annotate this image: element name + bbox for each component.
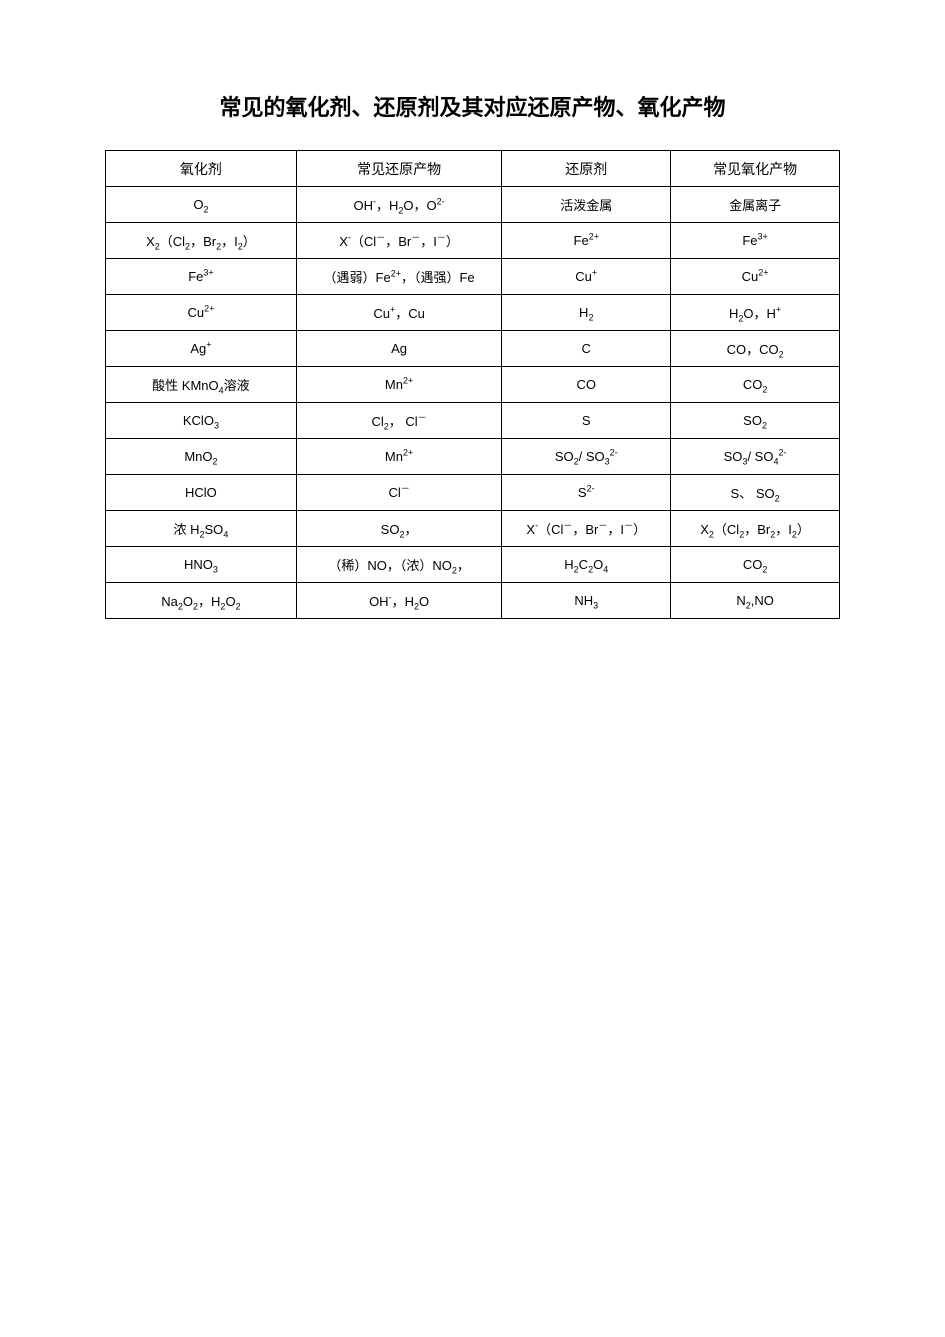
col-header-oxidation-product: 常见氧化产物 [671, 151, 840, 187]
table-cell: Ag [296, 331, 502, 367]
table-row: Fe3+（遇弱）Fe2+，（遇强）FeCu+Cu2+ [106, 259, 840, 295]
table-cell: H2C2O4 [502, 547, 671, 583]
table-cell: S、 SO2 [671, 475, 840, 511]
table-cell: （稀）NO，（浓）NO2， [296, 547, 502, 583]
table-cell: CO2 [671, 547, 840, 583]
table-cell: 活泼金属 [502, 187, 671, 223]
table-cell: Fe3+ [671, 223, 840, 259]
table-cell: SO2 [671, 403, 840, 439]
table-cell: 浓 H2SO4 [106, 511, 297, 547]
table-cell: Fe2+ [502, 223, 671, 259]
table-cell: C [502, 331, 671, 367]
table-cell: H2 [502, 295, 671, 331]
table-row: Na2O2，H2O2OH-，H2ONH3N2,NO [106, 583, 840, 619]
table-cell: 金属离子 [671, 187, 840, 223]
table-cell: CO，CO2 [671, 331, 840, 367]
table-cell: MnO2 [106, 439, 297, 475]
table-cell: Ag+ [106, 331, 297, 367]
table-cell: Cu+ [502, 259, 671, 295]
table-row: Cu2+Cu+，CuH2H2O，H+ [106, 295, 840, 331]
table-cell: X2（Cl2，Br2，I2） [671, 511, 840, 547]
col-header-reduction-product: 常见还原产物 [296, 151, 502, 187]
table-row: MnO2Mn2+SO2/ SO32-SO3/ SO42- [106, 439, 840, 475]
table-row: X2（Cl2，Br2，I2）X-（Cl－，Br－，I－）Fe2+Fe3+ [106, 223, 840, 259]
table-cell: Cu2+ [671, 259, 840, 295]
table-cell: CO [502, 367, 671, 403]
table-cell: SO2/ SO32- [502, 439, 671, 475]
table-cell: NH3 [502, 583, 671, 619]
chemistry-table: 氧化剂 常见还原产物 还原剂 常见氧化产物 O2OH-，H2O，O2-活泼金属金… [105, 150, 840, 619]
table-cell: Fe3+ [106, 259, 297, 295]
table-cell: N2,NO [671, 583, 840, 619]
table-cell: 酸性 KMnO4溶液 [106, 367, 297, 403]
table-cell: S2- [502, 475, 671, 511]
table-cell: HClO [106, 475, 297, 511]
table-cell: Na2O2，H2O2 [106, 583, 297, 619]
page-title: 常见的氧化剂、还原剂及其对应还原产物、氧化产物 [105, 90, 840, 122]
col-header-reducer: 还原剂 [502, 151, 671, 187]
table-cell: X-（Cl－，Br－，I－） [296, 223, 502, 259]
table-row: HNO3（稀）NO，（浓）NO2，H2C2O4CO2 [106, 547, 840, 583]
table-cell: Cl2， Cl－ [296, 403, 502, 439]
table-cell: Cu2+ [106, 295, 297, 331]
table-cell: HNO3 [106, 547, 297, 583]
table-cell: KClO3 [106, 403, 297, 439]
table-cell: O2 [106, 187, 297, 223]
table-row: 酸性 KMnO4溶液Mn2+COCO2 [106, 367, 840, 403]
table-cell: OH-，H2O，O2- [296, 187, 502, 223]
table-cell: Mn2+ [296, 367, 502, 403]
table-row: HClOCl－S2-S、 SO2 [106, 475, 840, 511]
table-cell: H2O，H+ [671, 295, 840, 331]
table-cell: X-（Cl－，Br－，I－） [502, 511, 671, 547]
table-cell: OH-，H2O [296, 583, 502, 619]
table-cell: Cl－ [296, 475, 502, 511]
col-header-oxidizer: 氧化剂 [106, 151, 297, 187]
table-row: KClO3Cl2， Cl－SSO2 [106, 403, 840, 439]
table-row: 浓 H2SO4SO2，X-（Cl－，Br－，I－）X2（Cl2，Br2，I2） [106, 511, 840, 547]
table-cell: SO2， [296, 511, 502, 547]
table-row: O2OH-，H2O，O2-活泼金属金属离子 [106, 187, 840, 223]
table-cell: S [502, 403, 671, 439]
table-cell: （遇弱）Fe2+，（遇强）Fe [296, 259, 502, 295]
table-header-row: 氧化剂 常见还原产物 还原剂 常见氧化产物 [106, 151, 840, 187]
table-cell: X2（Cl2，Br2，I2） [106, 223, 297, 259]
table-cell: Mn2+ [296, 439, 502, 475]
table-body: O2OH-，H2O，O2-活泼金属金属离子X2（Cl2，Br2，I2）X-（Cl… [106, 187, 840, 619]
table-cell: CO2 [671, 367, 840, 403]
table-row: Ag+AgCCO，CO2 [106, 331, 840, 367]
table-cell: Cu+，Cu [296, 295, 502, 331]
table-cell: SO3/ SO42- [671, 439, 840, 475]
